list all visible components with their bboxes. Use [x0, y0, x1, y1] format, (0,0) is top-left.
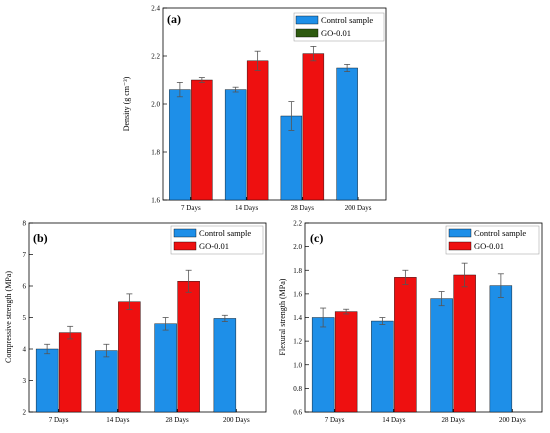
panel-c-bar-go — [334, 311, 358, 413]
panel-b-xtick-label: 14 Days — [106, 416, 129, 424]
panel-a-xtick-label: 28 Days — [291, 204, 314, 212]
panel-a-legend-label-go: GO-0.01 — [321, 28, 351, 38]
panel-b-compressive-chart: (b) Compressive strength (MPa) 2 3 4 5 6 7 8 7… — [4, 220, 267, 424]
panel-b-bar-control — [35, 348, 59, 413]
panel-c-ytick-label: 1.4 — [293, 314, 302, 322]
panel-c-xtick-label: 200 Days — [499, 416, 526, 424]
panel-b-bar-go — [118, 301, 141, 413]
panel-c-legend-swatch-go — [448, 241, 472, 251]
panel-c-bar-go — [394, 277, 417, 413]
panel-a-legend-swatch-go — [295, 28, 319, 38]
panel-c-ytick-label: 1.6 — [293, 290, 302, 298]
panel-c-x-ticks: 7 Days 14 Days 28 Days 200 Days — [325, 409, 526, 424]
panel-c-bar-control — [371, 320, 394, 413]
panel-c-xtick-label: 28 Days — [442, 416, 465, 424]
panel-a-label: (a) — [167, 12, 181, 26]
panel-b-ytick-label: 5 — [23, 314, 27, 322]
panel-a-xtick-label: 200 Days — [345, 204, 372, 212]
panel-c-ytick-label: 1.2 — [293, 338, 302, 346]
panel-a-bar-control — [336, 67, 358, 201]
panel-b-legend-swatch-control — [173, 228, 197, 238]
panel-b-y-ticks: 2 3 4 5 6 7 8 — [23, 220, 33, 417]
panel-a-bar-control — [169, 89, 191, 201]
panel-c-bar-control — [489, 285, 513, 413]
panel-b-ytick-label: 4 — [23, 346, 27, 354]
panel-c-y-axis-title: Flexural strength (MPa) — [278, 278, 287, 355]
panel-a-legend: Control sample GO-0.01 — [293, 12, 385, 42]
panel-a-ytick-label: 2.4 — [151, 5, 160, 13]
panel-b-bar-go — [58, 332, 82, 413]
panel-c-bar-control — [311, 317, 335, 413]
panel-b-bar-control — [154, 323, 177, 413]
panel-b-ytick-label: 2 — [23, 409, 27, 417]
panel-c-bar-control — [430, 298, 453, 413]
panel-a-xtick-label: 7 Days — [181, 204, 201, 212]
panel-c-y-ticks: 0.6 0.8 1.0 1.2 1.4 1.6 1.8 2.0 2.2 — [293, 220, 309, 417]
panel-b-x-ticks: 7 Days 14 Days 28 Days 200 Days — [49, 409, 250, 424]
panel-c-bar-go — [453, 274, 476, 413]
panel-b-xtick-label: 200 Days — [223, 416, 250, 424]
panel-a-bars — [169, 46, 358, 201]
panel-b-bar-go — [177, 281, 200, 413]
panel-a-legend-swatch-control — [295, 15, 319, 25]
panel-c-ytick-label: 0.8 — [293, 385, 302, 393]
panel-c-flexural-chart: (c) Flexural strength (MPa) 0.6 0.8 1.0 1.2… — [278, 220, 543, 424]
panel-a-ytick-label: 1.8 — [151, 149, 160, 157]
panel-b-ytick-label: 8 — [23, 220, 27, 228]
panel-b-legend: Control sample GO-0.01 — [170, 225, 264, 255]
panel-a-legend-label-control: Control sample — [321, 15, 373, 25]
panel-c-legend-label-go: GO-0.01 — [474, 241, 504, 251]
panel-b-y-axis-title: Compressive strength (MPa) — [4, 271, 13, 363]
panel-c-label: (c) — [310, 231, 323, 245]
panel-c-ytick-label: 2.2 — [293, 220, 302, 228]
panel-a-bar-go — [191, 79, 213, 201]
panel-a-bar-go — [302, 53, 325, 201]
panel-b-bars — [35, 269, 237, 413]
panel-b-legend-swatch-go — [173, 241, 197, 251]
panel-a-y-axis-title: Density (g cm⁻³) — [122, 76, 131, 131]
panel-c-legend-label-control: Control sample — [474, 228, 526, 238]
panel-a-ytick-label: 2.0 — [151, 101, 160, 109]
panel-c-ytick-label: 1.0 — [293, 361, 302, 369]
panel-c-legend-swatch-control — [448, 228, 472, 238]
panel-b-label: (b) — [33, 231, 48, 245]
panel-a-bar-go — [246, 60, 269, 201]
panel-c-ytick-label: 1.8 — [293, 267, 302, 275]
panel-a-ytick-label: 2.2 — [151, 53, 160, 61]
panel-b-legend-label-go: GO-0.01 — [199, 241, 229, 251]
panel-c-ytick-label: 2.0 — [293, 243, 302, 251]
panel-c-bars — [311, 262, 513, 413]
panel-c-legend: Control sample GO-0.01 — [445, 225, 540, 255]
panel-b-bar-control — [95, 350, 118, 413]
panel-b-xtick-label: 28 Days — [166, 416, 189, 424]
panel-b-xtick-label: 7 Days — [49, 416, 69, 424]
panel-c-ytick-label: 0.6 — [293, 409, 302, 417]
panel-b-ytick-label: 7 — [23, 251, 27, 259]
panel-a-density-chart: (a) Density (g cm⁻³) 1.6 1.8 2.0 2.2 2.4 7 D… — [122, 5, 387, 212]
panel-c-xtick-label: 7 Days — [325, 416, 345, 424]
panel-a-x-ticks: 7 Days 14 Days 28 Days 200 Days — [181, 197, 372, 212]
panel-a-xtick-label: 14 Days — [235, 204, 258, 212]
panel-b-ytick-label: 6 — [23, 283, 27, 291]
panel-c-xtick-label: 14 Days — [382, 416, 405, 424]
panel-b-bar-control — [213, 318, 237, 413]
panel-b-ytick-label: 3 — [23, 377, 27, 385]
panel-a-ytick-label: 1.6 — [151, 197, 160, 205]
panel-b-legend-label-control: Control sample — [199, 228, 251, 238]
panel-a-bar-control — [224, 89, 247, 201]
panel-a-y-ticks: 1.6 1.8 2.0 2.2 2.4 — [151, 5, 167, 205]
